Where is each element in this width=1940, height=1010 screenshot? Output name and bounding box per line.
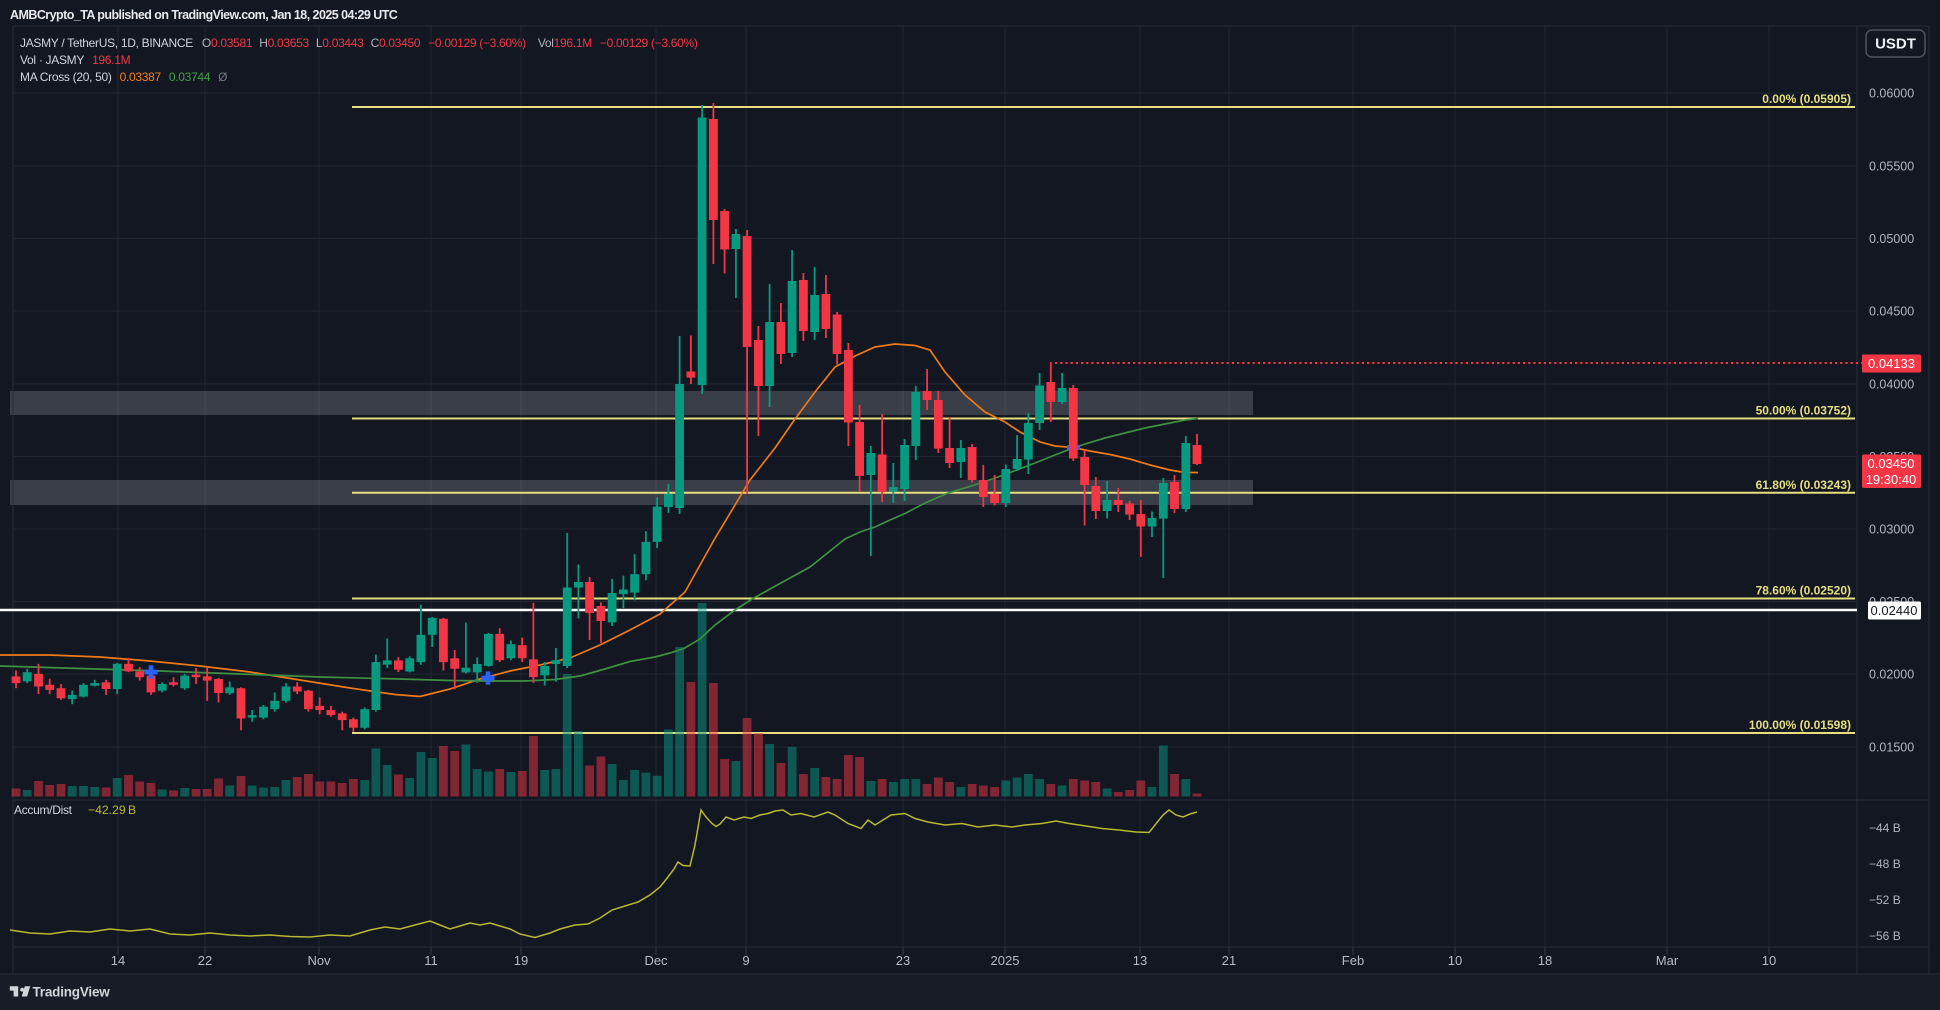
svg-text:Feb: Feb [1342,953,1364,968]
svg-text:Dec: Dec [644,953,668,968]
svg-text:Mar: Mar [1656,953,1679,968]
svg-text:0.05000: 0.05000 [1869,232,1914,246]
svg-text:AMBCrypto_TA published on Trad: AMBCrypto_TA published on TradingView.co… [10,8,398,22]
svg-text:−42.29 B: −42.29 B [88,803,136,817]
svg-text:50.00% (0.03752): 50.00% (0.03752) [1756,404,1851,418]
svg-text:100.00% (0.01598): 100.00% (0.01598) [1749,718,1851,732]
svg-text:USDT: USDT [1875,36,1916,53]
svg-text:9: 9 [742,953,749,968]
svg-text:61.80% (0.03243): 61.80% (0.03243) [1756,478,1851,492]
svg-text:0.05500: 0.05500 [1869,160,1914,174]
svg-text:0.03450: 0.03450 [1868,456,1915,471]
svg-text:0.02440: 0.02440 [1871,603,1918,618]
svg-text:0.04500: 0.04500 [1869,305,1914,319]
svg-text:Accum/Dist: Accum/Dist [14,803,73,817]
svg-text:19: 19 [514,953,528,968]
svg-text:0.01500: 0.01500 [1869,741,1914,755]
svg-text:0.00% (0.05905): 0.00% (0.05905) [1762,92,1851,106]
svg-text:TradingView: TradingView [33,985,111,1000]
svg-text:13: 13 [1133,953,1147,968]
svg-text:78.60% (0.02520): 78.60% (0.02520) [1756,584,1851,598]
svg-text:10: 10 [1762,953,1776,968]
svg-text:18: 18 [1538,953,1552,968]
svg-text:21: 21 [1222,953,1236,968]
svg-text:14: 14 [111,953,125,968]
svg-text:−44 B: −44 B [1869,821,1901,835]
svg-text:−52 B: −52 B [1869,893,1901,907]
svg-text:0.04133: 0.04133 [1868,356,1915,371]
svg-text:2025: 2025 [991,953,1020,968]
svg-text:Nov: Nov [307,953,331,968]
svg-text:−48 B: −48 B [1869,857,1901,871]
svg-text:10: 10 [1448,953,1462,968]
svg-text:0.03000: 0.03000 [1869,523,1914,537]
svg-text:22: 22 [198,953,212,968]
svg-text:23: 23 [896,953,910,968]
svg-text:0.02000: 0.02000 [1869,668,1914,682]
svg-text:−56 B: −56 B [1869,929,1901,943]
svg-text:19:30:40: 19:30:40 [1866,472,1917,487]
svg-text:11: 11 [424,953,438,968]
svg-text:0.04000: 0.04000 [1869,378,1914,392]
svg-text:0.06000: 0.06000 [1869,87,1914,101]
